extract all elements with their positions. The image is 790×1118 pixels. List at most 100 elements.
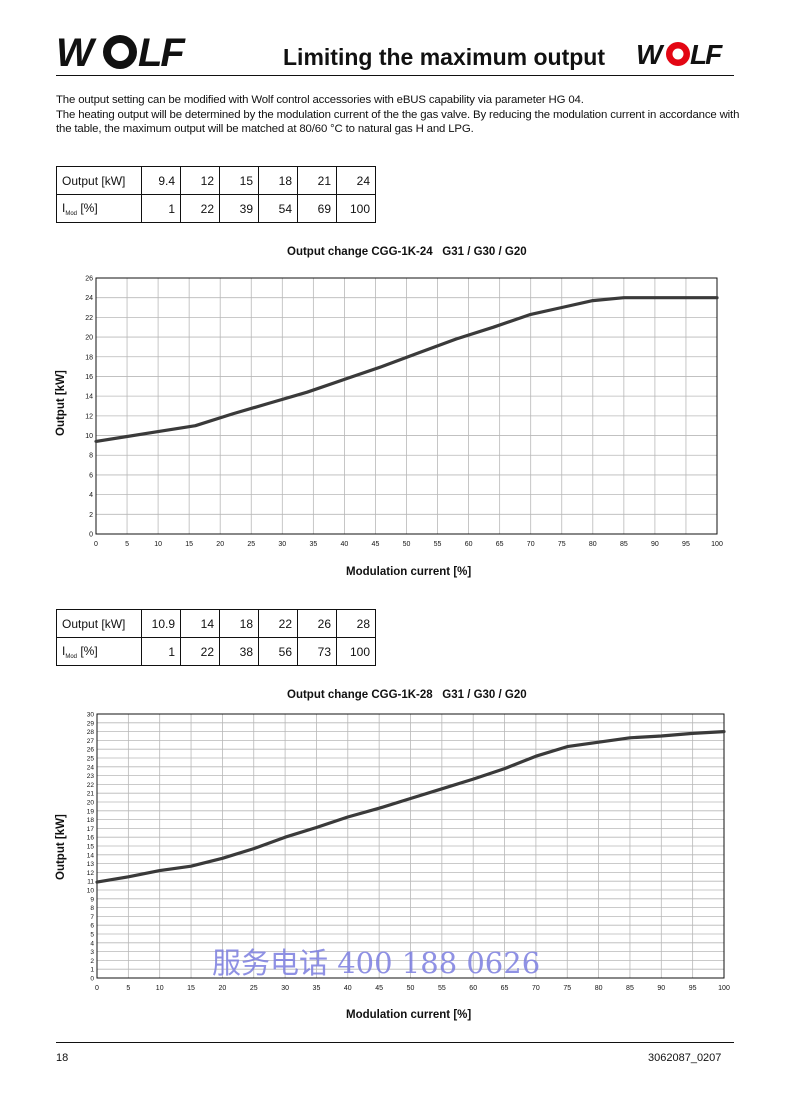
series-line — [95, 730, 726, 884]
x-tick-label: 95 — [682, 541, 690, 548]
y-tick-label: 8 — [89, 453, 93, 460]
table-cell: 18 — [258, 166, 298, 195]
x-tick-label: 70 — [532, 985, 540, 992]
y-tick-label: 20 — [87, 800, 95, 807]
y-tick-label: 4 — [89, 492, 93, 499]
table-cell: 73 — [297, 637, 337, 666]
x-tick-label: 5 — [126, 985, 130, 992]
y-tick-label: 9 — [90, 896, 94, 903]
x-tick-label: 75 — [558, 541, 566, 548]
y-tick-label: 13 — [87, 861, 95, 868]
table-cell: 39 — [219, 194, 259, 223]
page-title: Limiting the maximum output — [283, 44, 605, 70]
page-number: 18 — [56, 1052, 69, 1064]
wolf-logo-left: W LF — [56, 30, 192, 75]
footer-rule — [56, 1042, 734, 1043]
intro-text: The output setting can be modified with … — [56, 93, 742, 137]
table-cell: 21 — [297, 166, 337, 195]
x-tick-label: 45 — [372, 541, 380, 548]
x-tick-label: 10 — [156, 985, 164, 992]
table-cell: 14 — [180, 609, 220, 638]
x-tick-label: 60 — [465, 541, 473, 548]
x-tick-label: 65 — [501, 985, 509, 992]
x-tick-label: 35 — [313, 985, 321, 992]
table-row-current: IMod [%] 1 22 39 54 69 100 — [56, 194, 376, 223]
x-tick-label: 60 — [469, 985, 477, 992]
x-tick-label: 100 — [711, 541, 723, 548]
y-tick-label: 5 — [90, 932, 94, 939]
wolf-logo-right: W LF — [636, 38, 725, 70]
y-tick-label: 6 — [89, 472, 93, 479]
x-tick-label: 5 — [125, 541, 129, 548]
watermark-phone: 服务电话 400 188 0626 — [212, 946, 541, 980]
x-tick-label: 20 — [219, 985, 227, 992]
table-header-current: IMod [%] — [56, 637, 142, 666]
y-tick-label: 21 — [87, 791, 95, 798]
table-cell: 18 — [219, 609, 259, 638]
header-rule — [56, 75, 734, 76]
x-tick-label: 10 — [154, 541, 162, 548]
table-cell: 38 — [219, 637, 259, 666]
output-table-24: Output [kW] 9.4 12 15 18 21 24 IMod [%] … — [56, 166, 376, 223]
y-tick-label: 20 — [85, 335, 93, 342]
svg-text:LF: LF — [690, 39, 723, 68]
table-cell: 69 — [297, 194, 337, 223]
x-tick-label: 55 — [438, 985, 446, 992]
table-cell: 56 — [258, 637, 298, 666]
y-tick-label: 16 — [87, 835, 95, 842]
x-tick-label: 20 — [216, 541, 224, 548]
chart-title-24: Output change CGG-1K-24 G31 / G30 / G20 — [287, 246, 527, 258]
table-row-output: Output [kW] 10.9 14 18 22 26 28 — [56, 609, 376, 638]
table-row-current: IMod [%] 1 22 38 56 73 100 — [56, 637, 376, 666]
x-tick-label: 0 — [94, 541, 98, 548]
table-cell: 100 — [336, 194, 376, 223]
y-tick-label: 12 — [87, 870, 95, 877]
x-tick-label: 40 — [344, 985, 352, 992]
table-cell: 1 — [141, 194, 181, 223]
x-tick-label: 85 — [626, 985, 634, 992]
y-tick-label: 19 — [87, 808, 95, 815]
svg-text:W: W — [636, 39, 665, 68]
plot-frame — [96, 713, 725, 979]
table-header-output: Output [kW] — [56, 166, 142, 195]
chart-ylabel-28: Output [kW] — [55, 814, 67, 880]
x-tick-label: 100 — [718, 985, 730, 992]
y-tick-label: 29 — [87, 720, 95, 727]
x-tick-label: 0 — [95, 985, 99, 992]
table-cell: 24 — [336, 166, 376, 195]
y-tick-label: 27 — [87, 738, 95, 745]
y-tick-label: 25 — [87, 756, 95, 763]
svg-text:W: W — [56, 31, 97, 72]
y-tick-label: 0 — [89, 532, 93, 539]
series-line — [94, 296, 719, 443]
svg-text:LF: LF — [138, 31, 186, 72]
table-cell: 22 — [258, 609, 298, 638]
table-cell: 54 — [258, 194, 298, 223]
table-header-current: IMod [%] — [56, 194, 142, 223]
output-table-28: Output [kW] 10.9 14 18 22 26 28 IMod [%]… — [56, 609, 376, 666]
y-tick-label: 17 — [87, 826, 95, 833]
y-tick-label: 16 — [85, 374, 93, 381]
table-cell: 12 — [180, 166, 220, 195]
y-tick-label: 8 — [90, 905, 94, 912]
y-tick-label: 28 — [87, 729, 95, 736]
x-tick-label: 55 — [434, 541, 442, 548]
y-tick-label: 14 — [87, 852, 95, 859]
x-tick-label: 30 — [281, 985, 289, 992]
chart-title-28: Output change CGG-1K-28 G31 / G30 / G20 — [287, 689, 527, 701]
y-tick-label: 14 — [85, 394, 93, 401]
y-tick-label: 18 — [87, 817, 95, 824]
table-cell: 1 — [141, 637, 181, 666]
y-tick-label: 11 — [87, 879, 94, 886]
plot-frame — [95, 277, 718, 535]
table-cell: 28 — [336, 609, 376, 638]
y-tick-label: 15 — [87, 844, 95, 851]
y-tick-label: 10 — [85, 433, 93, 440]
y-tick-label: 2 — [89, 512, 93, 519]
y-tick-label: 30 — [87, 712, 95, 719]
chart-ylabel-24: Output [kW] — [55, 370, 67, 436]
table-cell: 26 — [297, 609, 337, 638]
x-tick-label: 75 — [563, 985, 571, 992]
chart-xlabel-28: Modulation current [%] — [346, 1009, 472, 1021]
